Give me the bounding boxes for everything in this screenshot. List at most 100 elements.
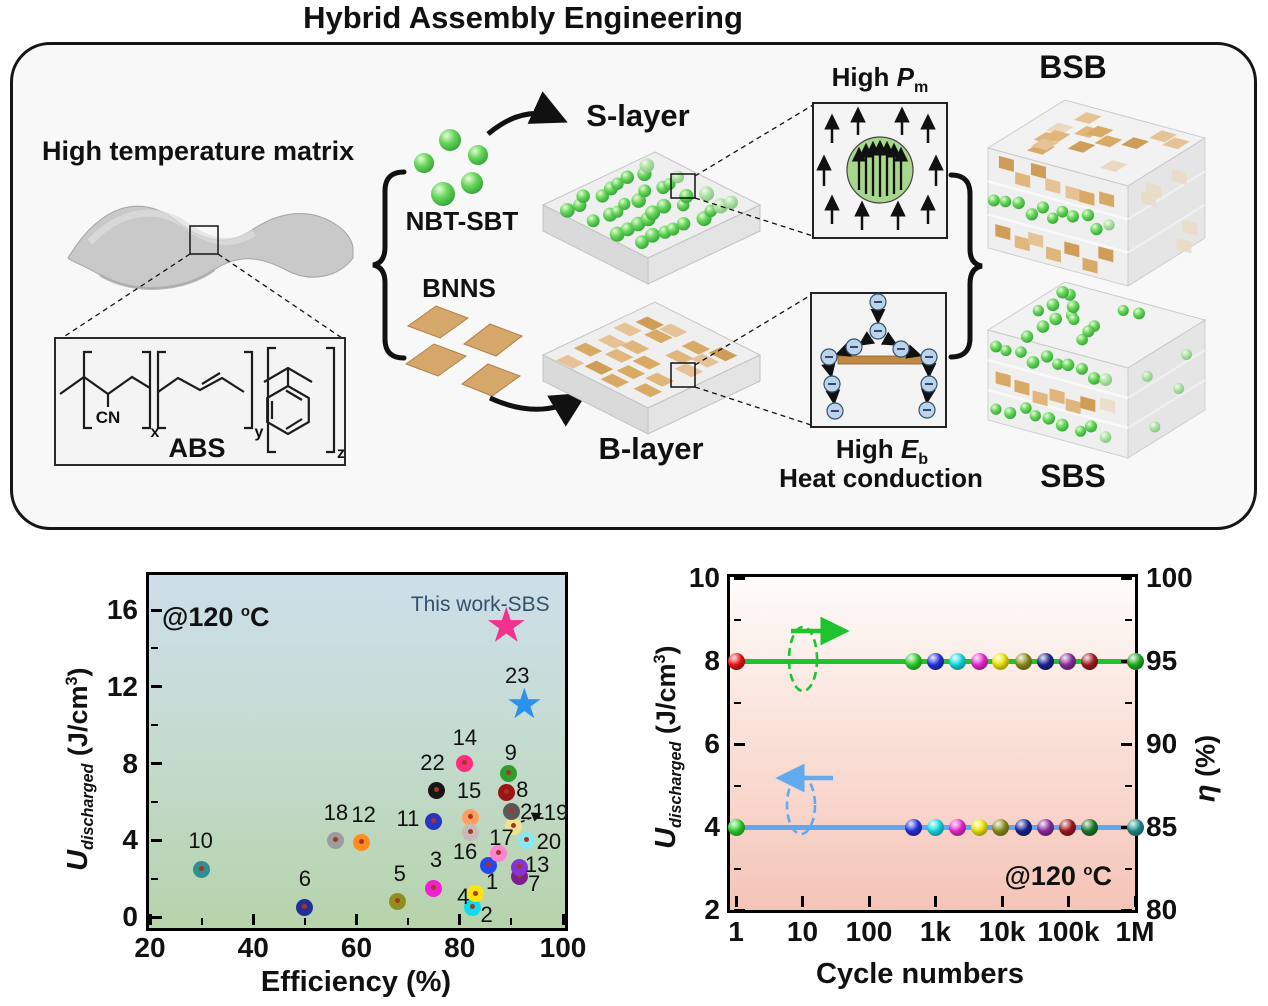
y-tick [734,908,745,912]
y-minor-tick [734,867,741,870]
series-marker [970,652,988,670]
zoom-line [694,104,814,177]
scatter-point-label: 21 [520,799,545,825]
star-label: 23 [505,662,530,688]
s-layer-label: S-layer [586,98,690,133]
x-tick-label: 20 [134,932,166,963]
x-tick-label: 80 [444,932,476,963]
high-pm-prefix: High [831,62,897,92]
nbt-sbt-label: NBT-SBT [405,206,519,236]
eb-sub: b [918,450,929,469]
y-tick-right-label: 100 [1146,562,1193,593]
scatter-point [500,764,518,782]
y-tick [151,685,162,689]
x-tick [148,914,152,925]
series-marker [927,652,944,670]
scatter-point [389,893,407,911]
y-minor-tick-right [1125,784,1132,787]
scatter-point-label: 14 [452,724,478,750]
x-minor-tick [407,918,410,925]
y-minor-tick [734,784,741,787]
y-minor-tick-right [1125,701,1132,704]
x-tick [458,914,462,925]
bnns-sheets [404,305,524,397]
x-tick [734,896,738,907]
b-layer-fillers [555,316,738,398]
high-eb-label: High Eb [808,434,956,469]
scatter-point-label: 6 [298,866,311,892]
zoom-line [61,253,191,339]
s-layer-zoom-square [670,173,696,199]
electron-paths [820,293,938,420]
x-tick-label: 100 [539,932,587,963]
y-tick [151,762,162,765]
scatter-point [425,879,443,897]
series-marker [905,652,923,670]
arrow-to-b-layer [488,392,588,427]
brace-left [372,169,407,361]
eb-symbol: E [900,434,919,464]
x-tick [561,914,565,925]
scatter-point-label: 18 [323,800,349,826]
scatter-point-label: 4 [457,883,470,909]
scatter-point [353,833,371,851]
x-tick-label: 40 [237,932,269,963]
chem-cn-label: CN [96,408,121,427]
bsb-label: BSB [1039,49,1107,85]
series-marker [948,652,966,670]
y-tick-label: 4 [122,824,138,856]
series-marker [727,818,745,836]
x-tick-label: 10k [978,916,1026,947]
scatter-point [510,858,528,876]
sbs-structure [986,281,1207,459]
x-tick [801,896,804,907]
nbt-sbt-spheres [414,129,488,206]
scatter-temp-annotation: @120 oC [162,602,270,632]
sbs-label: SBS [1040,458,1106,494]
x-tick-label: 1M [1115,916,1155,947]
scatter-point-label: 10 [188,828,213,854]
series-marker [991,818,1009,836]
series-marker [970,818,988,836]
abs-label: ABS [168,433,226,463]
scatter-point-label: 9 [504,740,517,766]
y-tick-right [1121,908,1132,912]
scatter-point-label: 16 [452,838,478,864]
x-tick [355,914,358,925]
scatter-point [464,898,482,916]
scatter-point-label: 12 [351,802,376,828]
y-minor-tick [734,701,741,704]
y-tick [734,742,745,746]
scatter-point [456,755,474,772]
y-minor-tick [151,724,158,727]
b-layer-label: B-layer [598,431,704,466]
scatter-point-label: 7 [527,870,541,896]
x-tick-label: 1 [728,916,744,947]
cycling-xlabel: Cycle numbers [816,958,1024,990]
star-label: This work-SBS [410,593,550,617]
y-minor-tick [734,618,741,621]
x-tick [1067,896,1070,907]
scatter-point-label: 3 [429,847,443,873]
scatter-point-label: 13 [524,852,550,878]
b-layer-zoom-square [670,362,696,388]
matrix-label: High temperature matrix [42,136,355,166]
zoom-line [694,197,814,237]
y-tick [734,576,745,580]
chem-y-label: y [255,424,264,441]
high-pm-label: High Pm [808,62,952,97]
scatter-xlabel: Efficiency (%) [260,966,452,998]
y-tick [151,838,162,842]
scatter-point-label: 1 [486,869,499,895]
scatter-point [461,808,479,826]
series-marker [1058,652,1076,670]
heat-conduction-label: Heat conduction [779,463,983,493]
series-marker [1080,652,1098,670]
series-marker [948,818,966,836]
bnns-label: BNNS [422,273,496,303]
series-marker [1080,818,1098,836]
y-tick-label: 0 [122,901,138,932]
series-marker [991,652,1009,670]
pm-sub: m [914,78,929,97]
